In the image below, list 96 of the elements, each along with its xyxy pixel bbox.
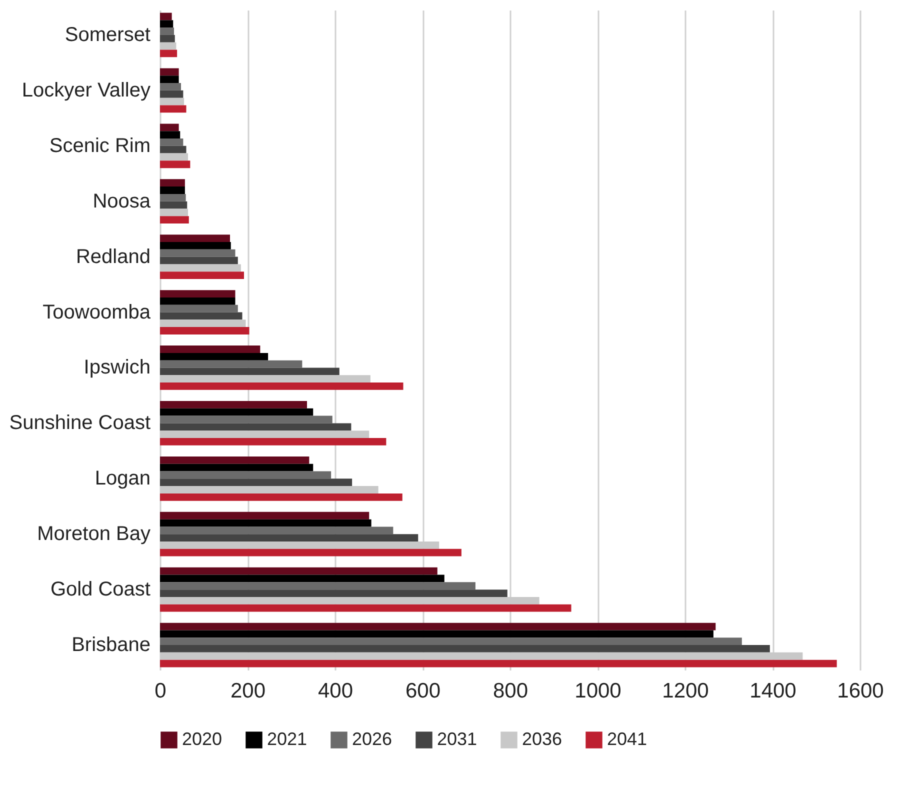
bar [160, 486, 378, 494]
bar [160, 416, 332, 424]
bar [160, 138, 184, 146]
y-tick-label: Somerset [64, 24, 151, 46]
bar [160, 368, 340, 376]
x-tick-label: 800 [492, 680, 528, 702]
bar [160, 493, 402, 501]
legend-label: 2020 [182, 729, 222, 749]
bar [160, 256, 238, 264]
y-tick-label: Ipswich [84, 356, 150, 379]
bar [160, 76, 179, 84]
bar [160, 242, 231, 250]
bar [160, 68, 179, 76]
bar [160, 83, 181, 90]
bar [160, 471, 332, 479]
x-tick-label: 1000 [574, 680, 622, 702]
bar [160, 105, 186, 113]
bar [160, 438, 386, 446]
bar [160, 312, 242, 320]
bar [160, 534, 418, 542]
y-tick-label: Redland [76, 246, 150, 268]
x-tick-label: 200 [230, 680, 266, 702]
bar [160, 12, 172, 20]
bar [160, 320, 246, 328]
bar [160, 234, 230, 242]
bar [160, 574, 444, 582]
bar [160, 430, 370, 438]
y-tick-label: Sunshine Coast [9, 412, 151, 434]
bar [160, 548, 462, 556]
bar [160, 28, 174, 35]
bar [160, 401, 307, 408]
legend-label: 2041 [607, 729, 648, 749]
y-tick-label: Lockyer Valley [22, 79, 150, 102]
legend-label: 2026 [352, 729, 392, 749]
bar [160, 360, 302, 368]
bar [160, 622, 716, 630]
bar [160, 208, 188, 216]
x-tick-label: 400 [318, 680, 354, 702]
bar [160, 660, 837, 668]
bar [160, 290, 236, 298]
bar [160, 464, 314, 472]
bar [160, 408, 314, 416]
bar [160, 375, 370, 383]
legend-label: 2021 [267, 729, 308, 749]
bar [160, 179, 185, 187]
bar [160, 90, 184, 98]
bar [160, 645, 770, 652]
x-tick-label: 1600 [837, 680, 884, 702]
bar [160, 264, 241, 272]
x-tick-label: 0 [154, 680, 166, 702]
bar [160, 124, 179, 132]
bar [160, 512, 370, 520]
bar [160, 160, 190, 168]
bar [160, 146, 186, 154]
bar [160, 216, 189, 224]
legend-label: 2036 [522, 729, 562, 749]
bar [160, 346, 260, 353]
bar [160, 194, 186, 202]
x-tick-label: 600 [405, 680, 441, 702]
bar [160, 98, 184, 106]
bar [160, 423, 352, 431]
bar [160, 352, 268, 360]
bar [160, 604, 572, 612]
bar [160, 567, 438, 575]
bar [160, 526, 394, 534]
y-tick-label: Moreton Bay [37, 523, 150, 546]
bar [160, 153, 188, 161]
bar [160, 638, 742, 646]
bar [160, 297, 236, 305]
bar [160, 131, 180, 138]
y-tick-label: Scenic Rim [49, 134, 150, 157]
bar [160, 34, 175, 42]
bar [160, 590, 508, 597]
y-tick-label: Toowoomba [42, 301, 152, 324]
bar [160, 201, 188, 209]
legend-label: 2031 [437, 729, 478, 749]
y-tick-label: Noosa [92, 190, 152, 212]
bar [160, 42, 176, 50]
bar [160, 327, 250, 334]
y-tick-label: Gold Coast [50, 578, 151, 601]
y-tick-label: Logan [94, 468, 150, 490]
bar [160, 272, 244, 279]
bar [160, 382, 404, 390]
y-tick-label: Brisbane [72, 634, 150, 656]
bar [160, 519, 372, 527]
bar [160, 304, 238, 312]
bar [160, 456, 310, 464]
bar [160, 20, 174, 28]
x-tick-label: 1400 [750, 680, 796, 702]
x-tick-label: 1200 [662, 680, 709, 702]
bar [160, 582, 476, 590]
bar [160, 50, 178, 58]
bar [160, 249, 236, 257]
bar [160, 186, 185, 194]
bar [160, 630, 714, 638]
bar [160, 478, 352, 486]
